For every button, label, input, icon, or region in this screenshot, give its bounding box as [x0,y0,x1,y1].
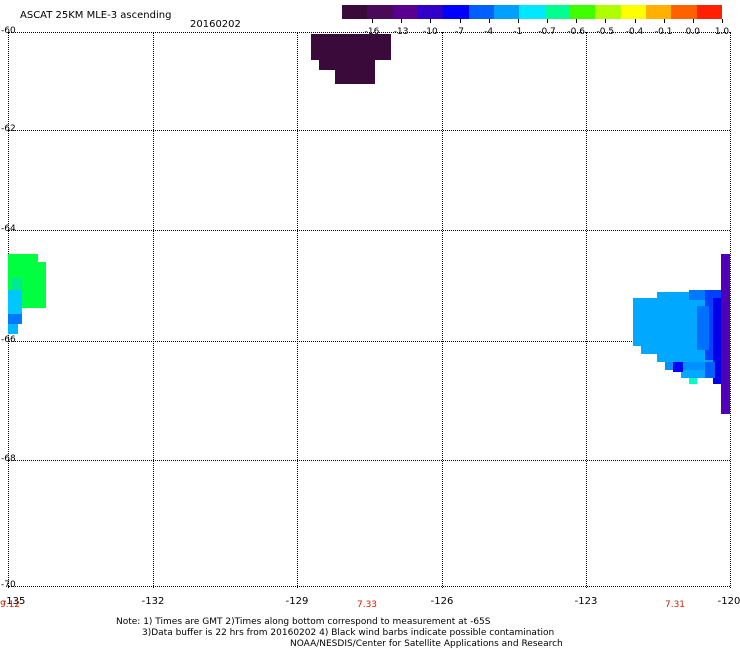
swath-cell [8,254,38,262]
parallel-line [8,341,730,342]
meridian-line [297,32,298,588]
swath-cell [705,362,715,378]
swath-cell [665,362,721,370]
colorbar-swatch [342,5,368,19]
colorbar-tick [722,19,723,23]
swath-cell [641,346,721,354]
parallel-line [8,130,730,131]
colorbar-tick [430,19,432,23]
swath-cell [673,362,683,372]
colorbar-swatch [392,5,418,19]
colorbar-tick [692,19,694,23]
colorbar-swatch [417,5,444,19]
swath-cell [721,254,730,414]
colorbar [342,5,722,19]
latitude-label: -60 [1,26,16,36]
meridian-line [586,32,587,588]
latitude-label: -70 [1,580,16,590]
swath-cell [697,306,709,350]
colorbar-tick [459,19,461,23]
latitude-label: -64 [1,224,16,234]
colorbar-swatch [544,5,570,19]
time-label: 9.12 [0,600,21,610]
colorbar-tick [401,19,403,23]
swath-cell [713,298,721,384]
colorbar-ticks [342,19,723,25]
map-title: ASCAT 25KM MLE-3 ascending [20,10,172,21]
meridian-line [442,32,443,588]
colorbar-tick [663,19,665,23]
parallel-line [8,460,730,461]
colorbar-swatch [493,5,520,19]
swath-cell [8,324,18,334]
swath-cell [311,34,391,60]
longitude-label: -132 [141,596,165,607]
colorbar-swatch [468,5,494,19]
swath-cell [657,354,721,362]
meridian-line [153,32,154,588]
colorbar-swatch [645,5,672,19]
time-label: 7.31 [664,600,686,610]
colorbar-swatch [595,5,621,19]
colorbar-tick [488,19,490,23]
note-line-2: 3)Data buffer is 22 hrs from 20160202 4)… [142,628,555,638]
colorbar-tick [634,19,636,23]
colorbar-swatch [367,5,393,19]
longitude-label: -120 [717,596,740,607]
colorbar-swatch [519,5,545,19]
colorbar-swatch [443,5,469,19]
colorbar-swatch [696,5,722,19]
colorbar-tick [372,19,373,23]
swath-cell [689,378,697,384]
colorbar-swatch [671,5,697,19]
map-date: 20160202 [190,19,241,30]
longitude-label: -135 [2,596,26,607]
swath-cell [681,370,721,378]
parallel-line [8,230,730,231]
note-line-3: NOAA/NESDIS/Center for Satellite Applica… [290,639,563,649]
swath-cell [8,290,22,314]
time-label: 7.33 [356,600,378,610]
longitude-label: -123 [574,596,598,607]
colorbar-tick [605,19,607,23]
colorbar-swatch [620,5,646,19]
swath-cell [335,70,375,84]
colorbar-tick [576,19,578,23]
meridian-line [730,32,731,588]
longitude-label: -126 [430,596,454,607]
colorbar-tick [517,19,519,23]
parallel-line [8,32,730,33]
swath-cell [319,60,375,70]
swath-cell [8,314,22,324]
parallel-line [8,586,730,587]
latitude-label: -66 [1,335,16,345]
note-line-1: Note: 1) Times are GMT 2)Times along bot… [116,617,491,627]
latitude-label: -62 [1,124,16,134]
longitude-label: -129 [285,596,309,607]
colorbar-tick [547,19,548,23]
latitude-label: -68 [1,454,16,464]
colorbar-swatch [569,5,596,19]
